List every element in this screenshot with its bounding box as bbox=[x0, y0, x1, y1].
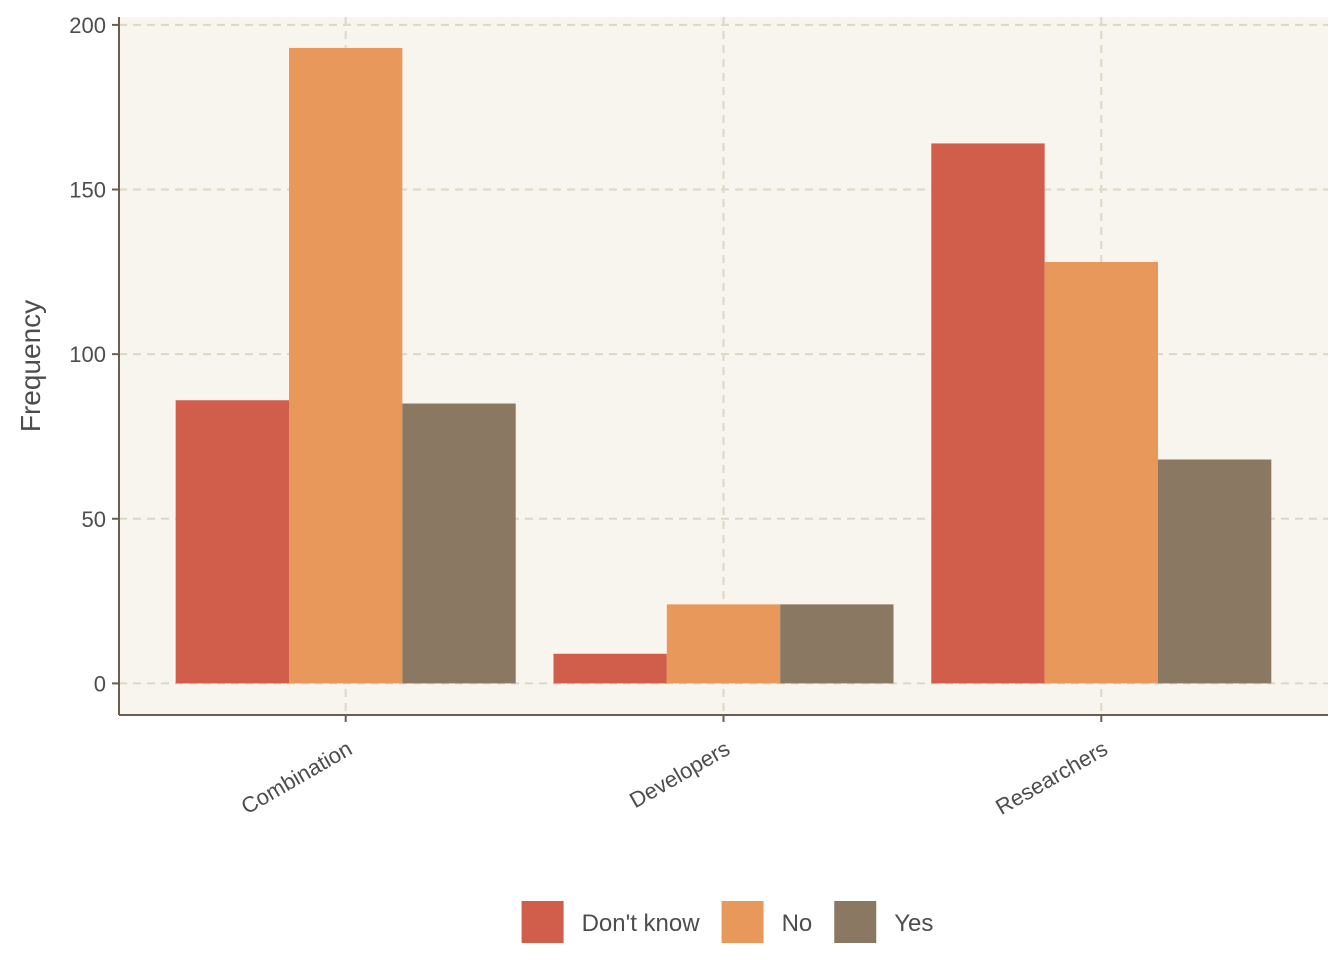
y-tick-label: 200 bbox=[69, 13, 106, 38]
y-tick-label: 0 bbox=[94, 671, 106, 696]
y-tick-label: 150 bbox=[69, 178, 106, 203]
bar bbox=[780, 604, 894, 684]
bar bbox=[553, 653, 667, 684]
x-tick-label: Developers bbox=[625, 736, 734, 813]
bar bbox=[175, 400, 290, 684]
bar bbox=[666, 604, 781, 684]
x-tick-labels: Combination Developers Researchers bbox=[237, 736, 1112, 820]
bar bbox=[1044, 261, 1158, 684]
legend-label: Yes bbox=[894, 910, 933, 937]
legend-label: No bbox=[782, 910, 813, 937]
legend-label: Don't know bbox=[582, 910, 701, 937]
y-tick-label: 50 bbox=[82, 507, 106, 532]
bar bbox=[402, 403, 516, 684]
y-axis-title: Frequency bbox=[15, 300, 46, 432]
y-tick-label: 100 bbox=[69, 342, 106, 367]
x-tick-label: Researchers bbox=[991, 736, 1112, 820]
legend-key bbox=[521, 901, 564, 943]
y-tick-labels: 0 50 100 150 200 bbox=[69, 13, 106, 696]
bar bbox=[289, 47, 403, 684]
axes bbox=[112, 17, 1328, 722]
legend: Don't know No Yes bbox=[521, 901, 933, 943]
bar bbox=[1157, 459, 1272, 684]
legend-key bbox=[721, 901, 764, 943]
legend-key bbox=[834, 901, 877, 943]
bars bbox=[175, 47, 1272, 684]
bar bbox=[931, 143, 1045, 684]
x-tick-label: Combination bbox=[237, 736, 356, 819]
